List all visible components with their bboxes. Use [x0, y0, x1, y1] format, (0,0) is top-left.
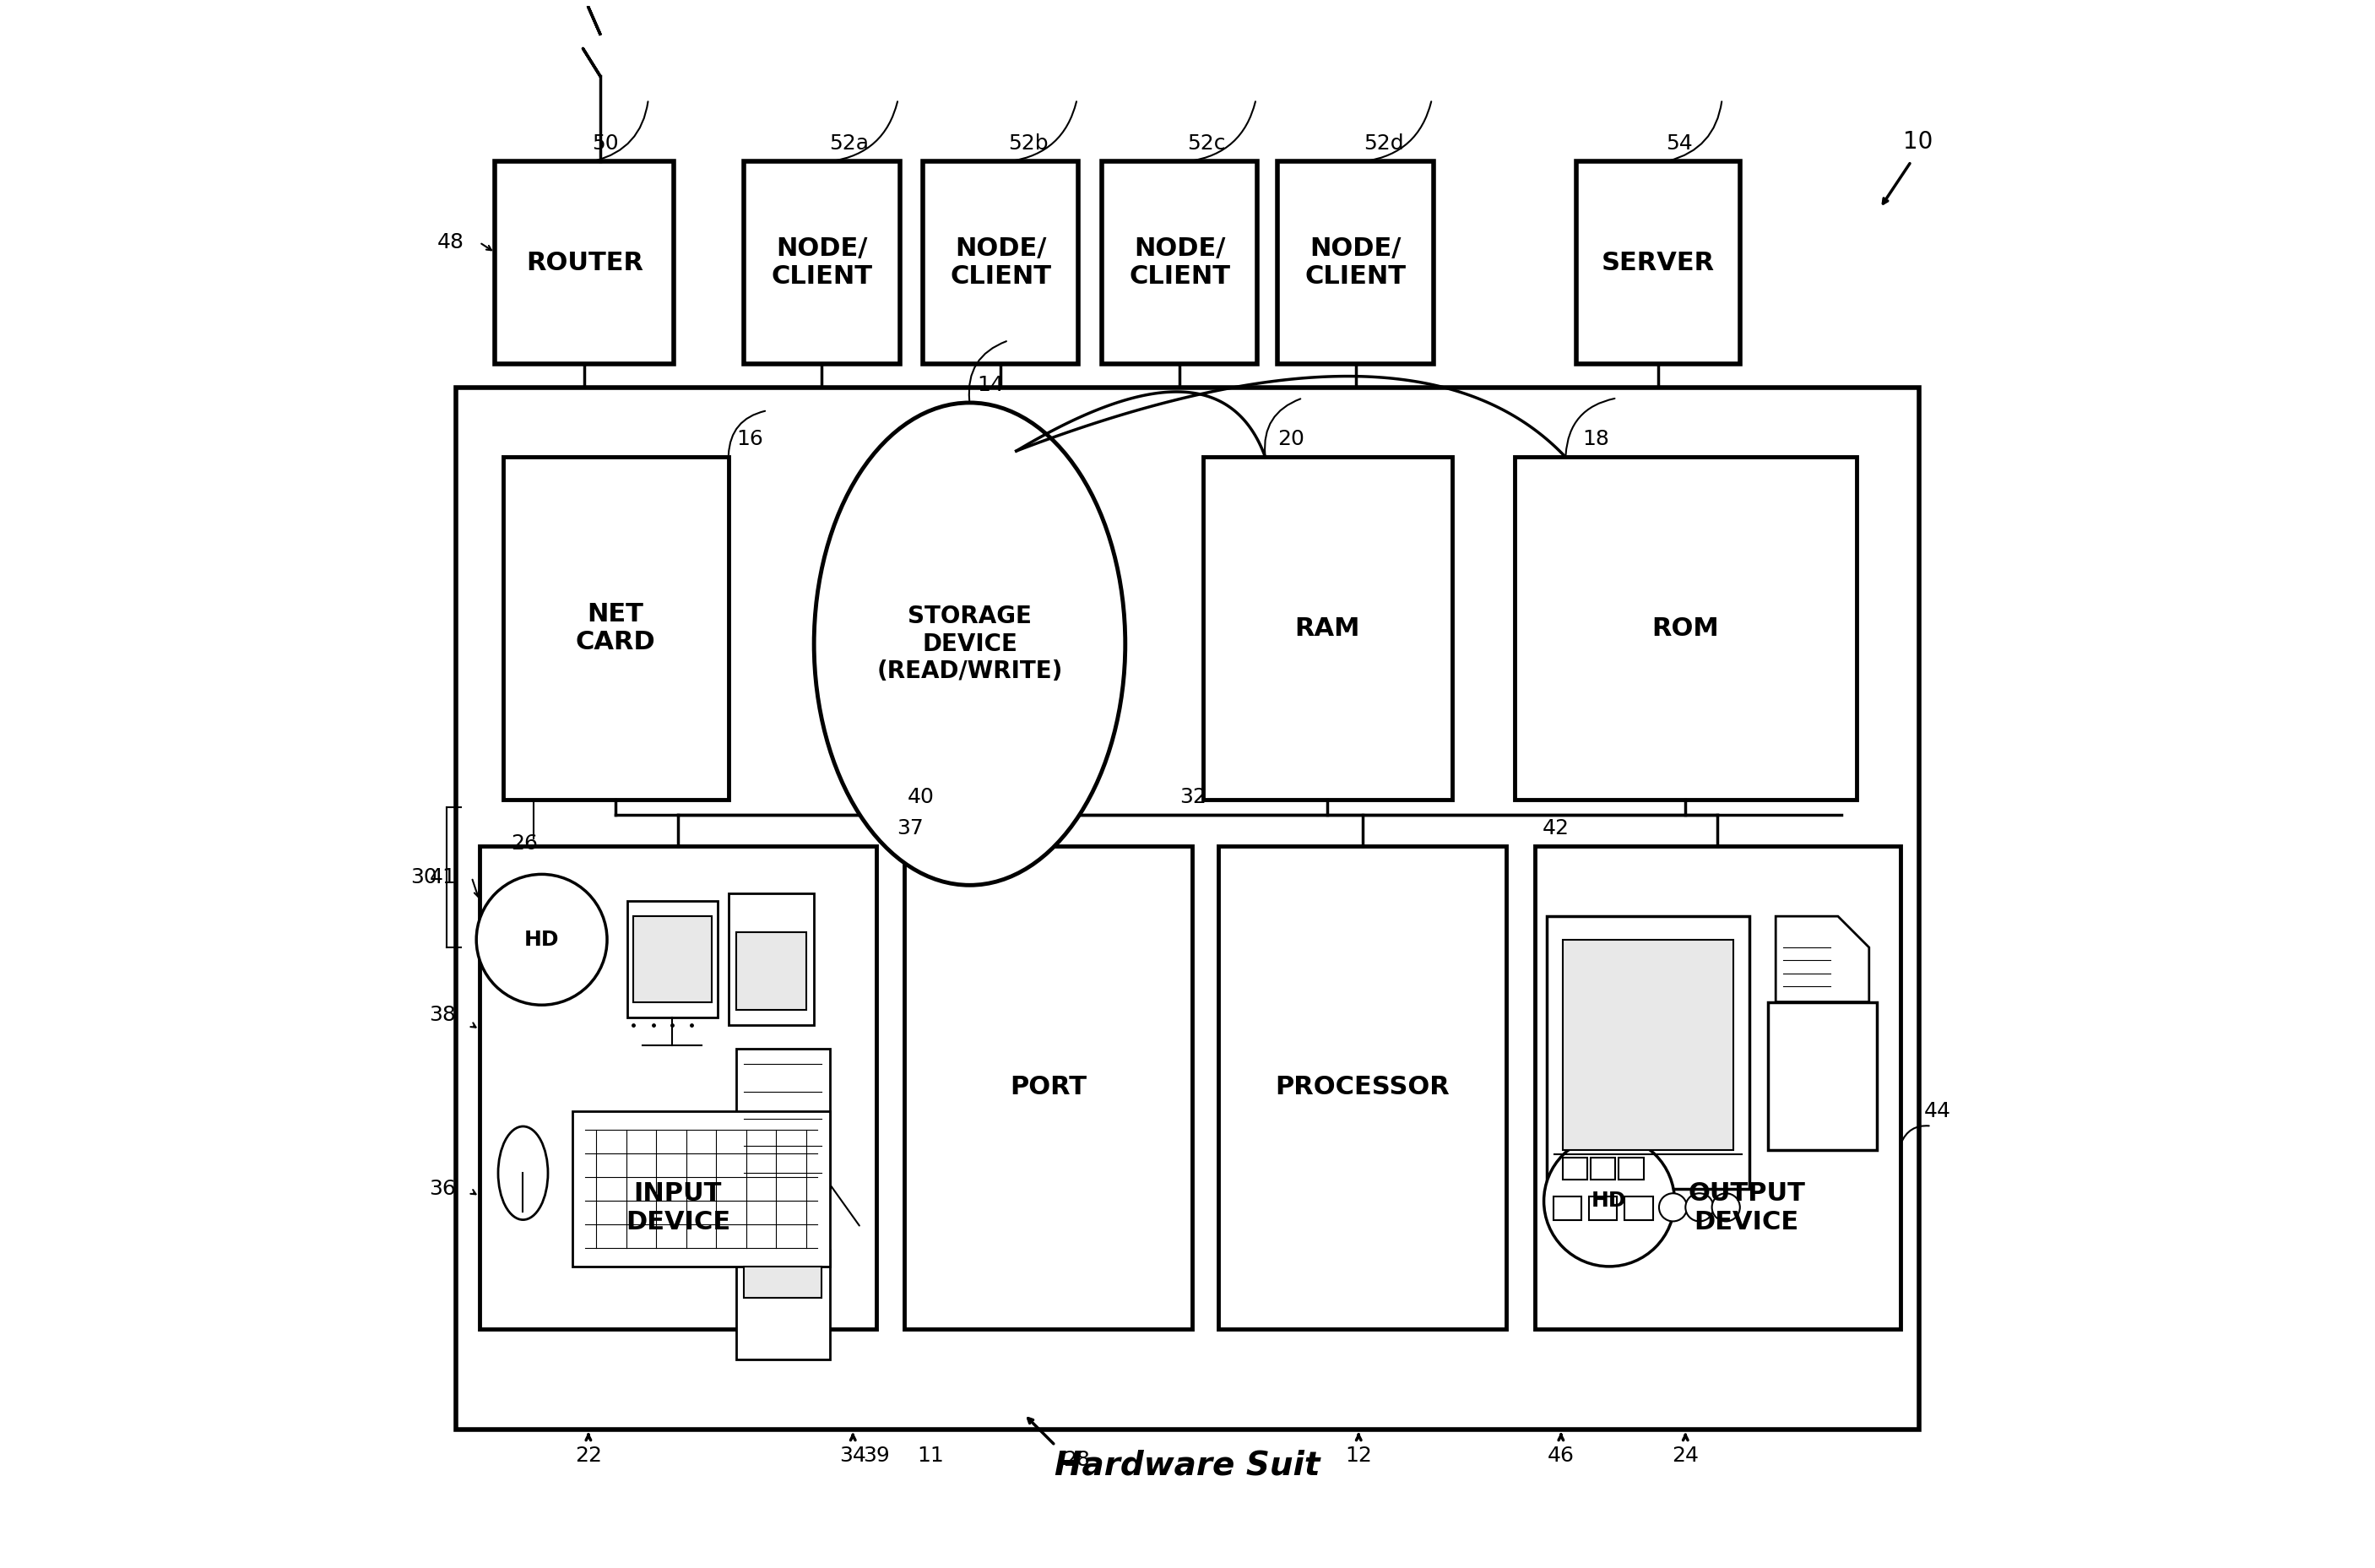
Text: 37: 37: [895, 818, 924, 839]
Text: INPUT
DEVICE: INPUT DEVICE: [625, 1182, 729, 1234]
Text: 18: 18: [1582, 430, 1610, 450]
Circle shape: [1544, 1135, 1674, 1267]
Text: 34: 34: [838, 1446, 867, 1466]
Bar: [743, 1267, 822, 1298]
Bar: [1589, 1196, 1617, 1220]
Text: 28: 28: [1064, 1450, 1090, 1471]
Bar: [572, 1110, 829, 1267]
Text: SERVER: SERVER: [1601, 251, 1715, 274]
Text: 52c: 52c: [1188, 133, 1226, 154]
Bar: [494, 162, 674, 364]
Text: 14: 14: [978, 375, 1005, 395]
Bar: [736, 1251, 829, 1359]
Bar: [1218, 847, 1506, 1328]
Text: 46: 46: [1548, 1446, 1575, 1466]
Bar: [456, 387, 1919, 1430]
Bar: [504, 458, 729, 800]
Bar: [1553, 1196, 1582, 1220]
Text: 52b: 52b: [1009, 133, 1050, 154]
Text: PORT: PORT: [1009, 1076, 1088, 1099]
Text: ROM: ROM: [1651, 616, 1720, 641]
Text: 24: 24: [1672, 1446, 1698, 1466]
Bar: [634, 916, 712, 1002]
Bar: [1617, 1157, 1644, 1179]
Text: NODE/
CLIENT: NODE/ CLIENT: [1128, 237, 1230, 289]
Bar: [736, 1049, 829, 1189]
Circle shape: [1660, 1193, 1686, 1221]
Text: 50: 50: [591, 133, 620, 154]
Text: 39: 39: [862, 1446, 891, 1466]
Bar: [1563, 1157, 1587, 1179]
Bar: [1591, 1157, 1615, 1179]
Text: 20: 20: [1278, 430, 1304, 450]
Text: NODE/
CLIENT: NODE/ CLIENT: [950, 237, 1052, 289]
Bar: [1577, 162, 1741, 364]
Text: HD: HD: [1591, 1192, 1627, 1210]
Text: 48: 48: [437, 232, 463, 252]
Text: 44: 44: [1924, 1101, 1950, 1121]
Bar: [924, 162, 1078, 364]
Bar: [905, 847, 1192, 1328]
Text: NET
CARD: NET CARD: [575, 602, 656, 655]
Text: 41: 41: [430, 867, 456, 887]
Text: RAM: RAM: [1294, 616, 1361, 641]
Bar: [729, 892, 815, 1025]
Text: 10: 10: [1902, 130, 1933, 154]
Text: 22: 22: [575, 1446, 601, 1466]
Bar: [1515, 458, 1857, 800]
Text: Hardware Suit: Hardware Suit: [1054, 1449, 1320, 1482]
Bar: [480, 847, 876, 1328]
Text: STORAGE
DEVICE
(READ/WRITE): STORAGE DEVICE (READ/WRITE): [876, 605, 1062, 684]
Text: 11: 11: [917, 1446, 945, 1466]
Text: 40: 40: [907, 787, 933, 808]
Ellipse shape: [815, 403, 1126, 886]
Bar: [1563, 939, 1734, 1149]
Text: 16: 16: [736, 430, 762, 450]
Text: NODE/
CLIENT: NODE/ CLIENT: [772, 237, 872, 289]
Text: NODE/
CLIENT: NODE/ CLIENT: [1304, 237, 1406, 289]
Text: OUTPUT
DEVICE: OUTPUT DEVICE: [1689, 1182, 1805, 1234]
Bar: [1546, 916, 1750, 1189]
Text: HD: HD: [525, 930, 558, 950]
Ellipse shape: [499, 1126, 549, 1220]
Text: 52d: 52d: [1363, 133, 1404, 154]
Text: 52a: 52a: [829, 133, 869, 154]
Text: PROCESSOR: PROCESSOR: [1275, 1076, 1449, 1099]
Text: 32: 32: [1180, 787, 1206, 808]
Text: 12: 12: [1344, 1446, 1373, 1466]
Text: 42: 42: [1541, 818, 1570, 839]
Circle shape: [1686, 1193, 1712, 1221]
Bar: [1767, 1002, 1876, 1149]
Bar: [627, 900, 717, 1018]
Bar: [1102, 162, 1256, 364]
Text: 26: 26: [511, 834, 537, 855]
Polygon shape: [1776, 916, 1869, 1002]
Bar: [736, 931, 805, 1010]
Bar: [743, 162, 900, 364]
Text: 38: 38: [430, 1005, 456, 1025]
Bar: [1204, 458, 1451, 800]
Bar: [1625, 1196, 1653, 1220]
Circle shape: [1712, 1193, 1741, 1221]
Text: 30: 30: [411, 867, 437, 887]
Text: 36: 36: [430, 1179, 456, 1200]
Circle shape: [477, 875, 608, 1005]
Text: ROUTER: ROUTER: [525, 251, 644, 274]
Bar: [1278, 162, 1434, 364]
Text: 54: 54: [1665, 133, 1693, 154]
Bar: [1534, 847, 1900, 1328]
